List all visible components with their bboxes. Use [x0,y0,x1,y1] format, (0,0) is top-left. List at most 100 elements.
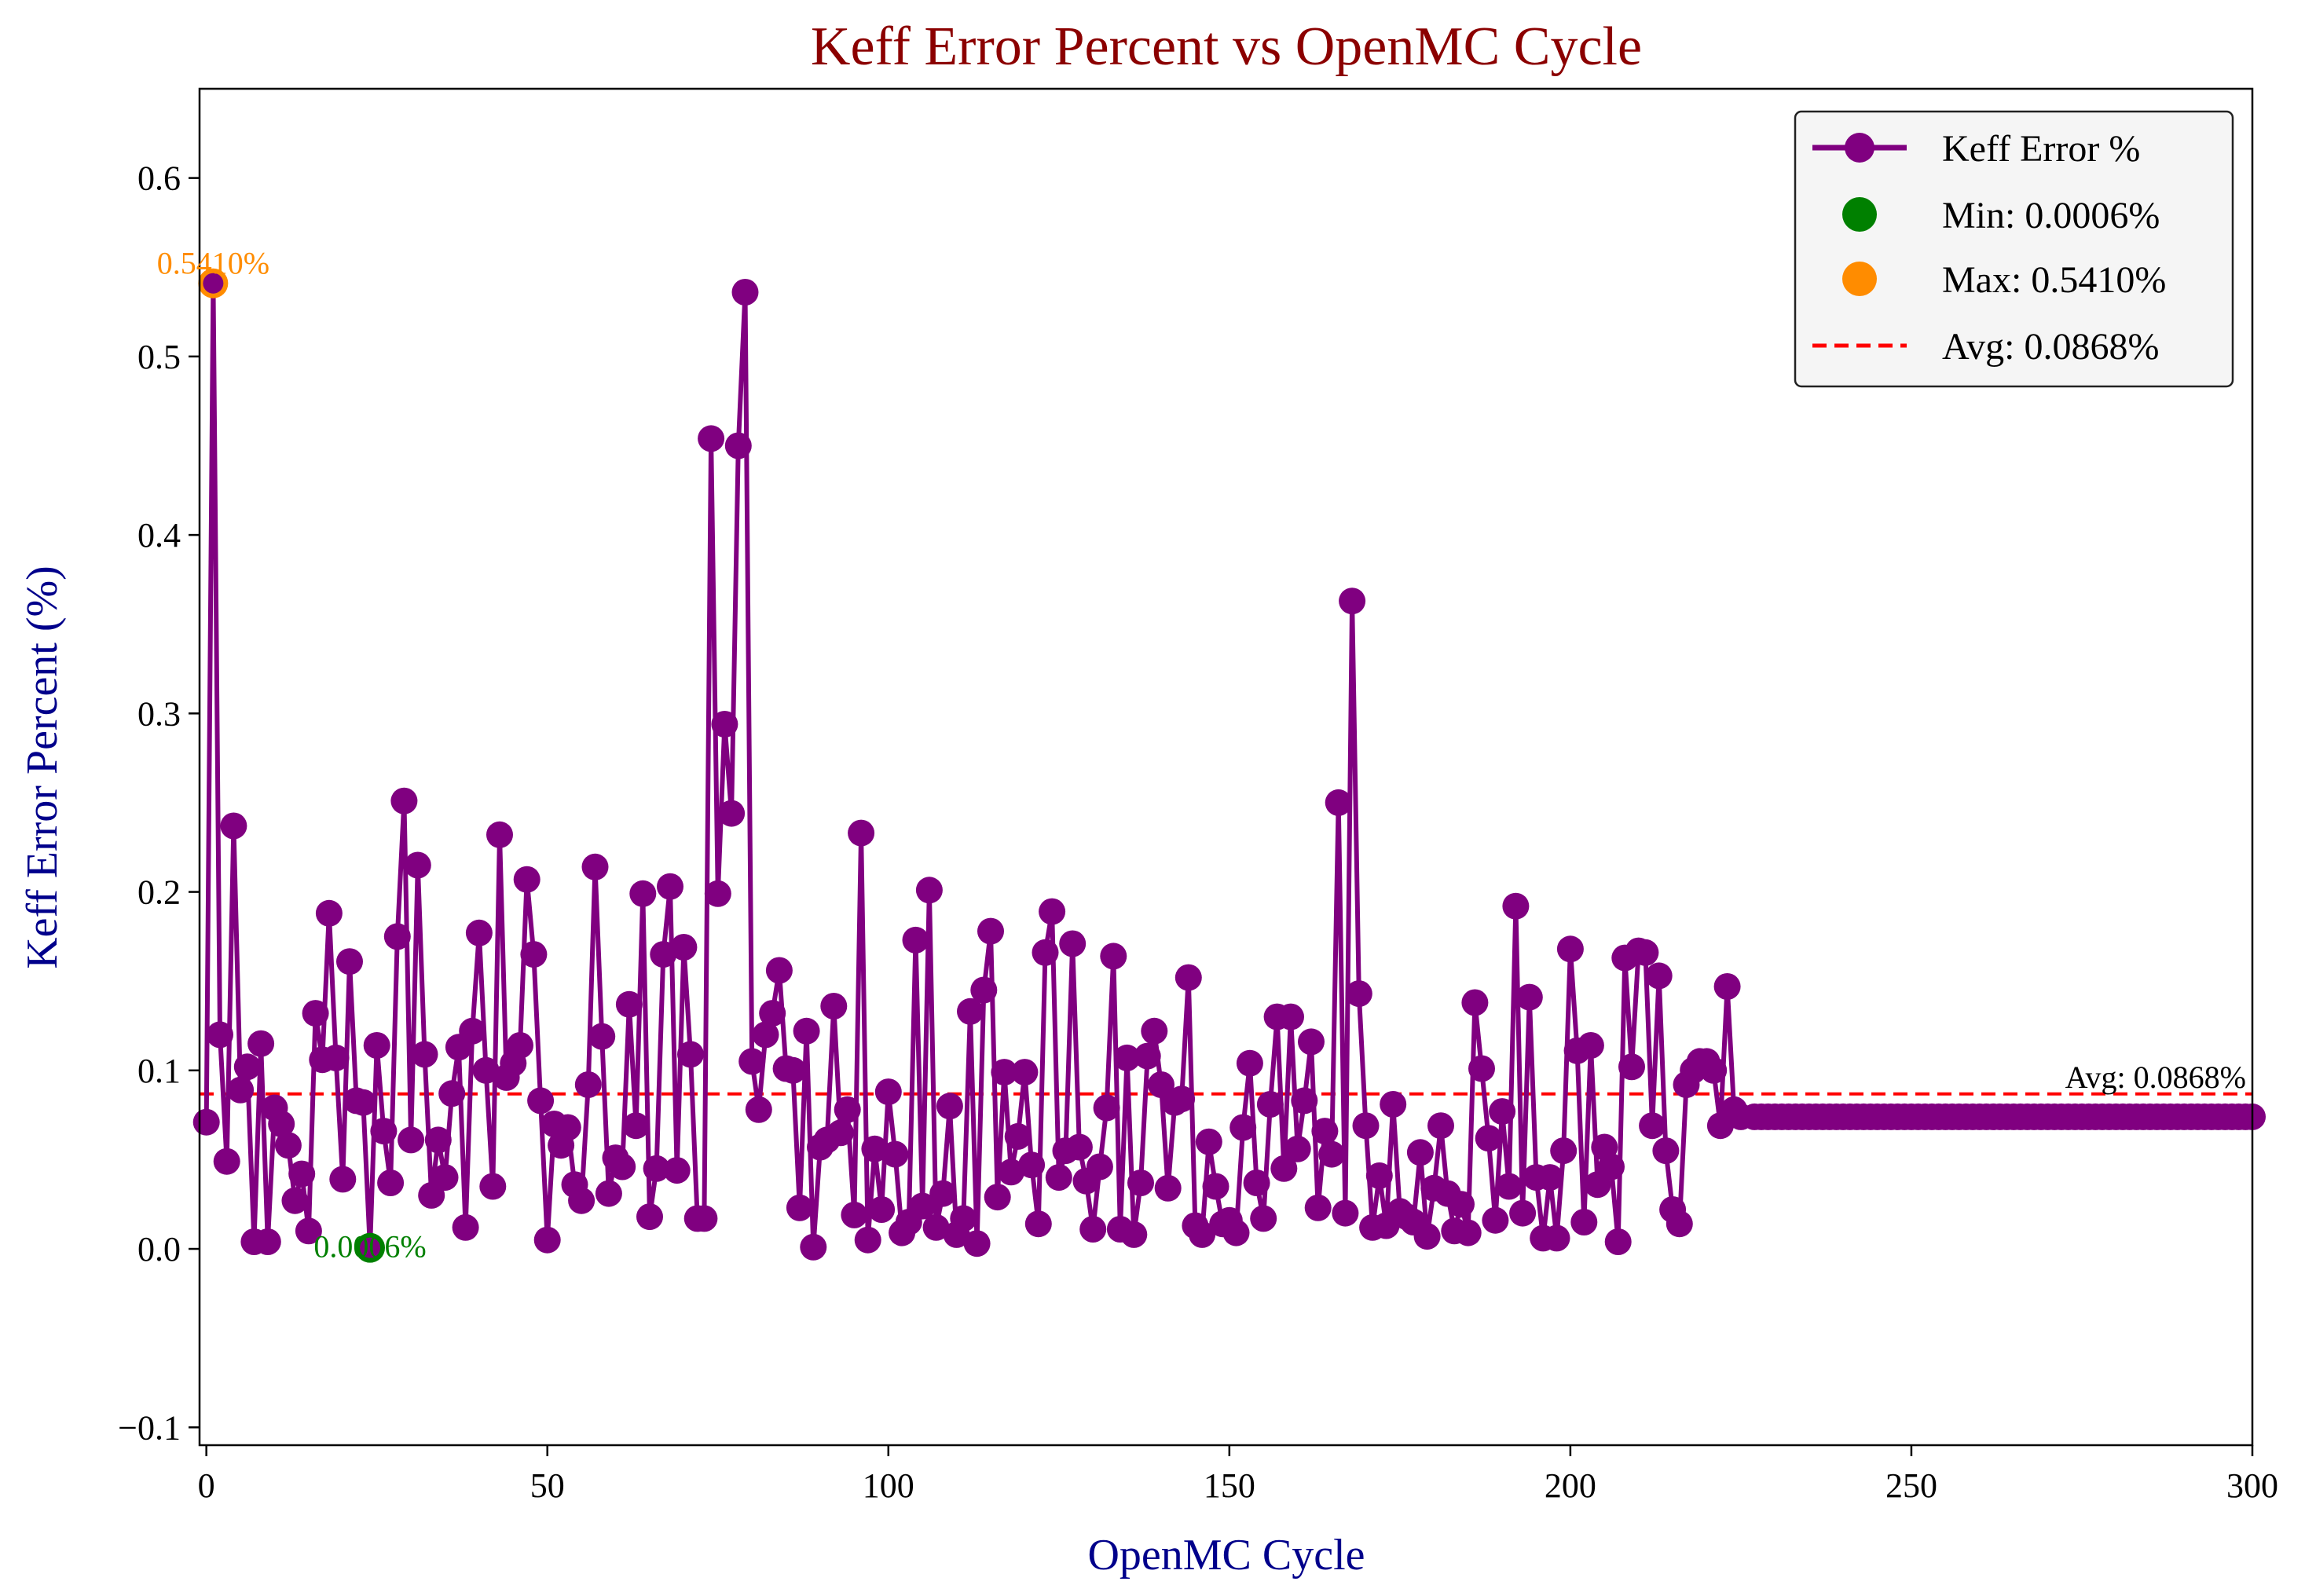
y-tick-label: 0.2 [137,873,181,912]
y-tick-label: 0.6 [137,159,181,198]
data-point [486,821,513,848]
data-point [1100,943,1127,970]
data-point [1475,1125,1502,1152]
data-point [1495,1173,1523,1200]
x-tick-label: 0 [198,1466,215,1505]
data-point [431,1164,459,1192]
data-point [663,1157,691,1184]
data-point [677,1041,704,1068]
data-point [1039,898,1066,925]
data-point [1454,1219,1482,1246]
data-point [1304,1194,1332,1221]
data-point [213,1148,240,1175]
data-point [1502,892,1530,920]
min-annotation: 0.0006% [313,1229,426,1265]
data-point [909,1192,936,1220]
y-axis: −0.1 0.0 0.1 0.2 0.3 0.4 0.5 0.6 [118,159,200,1447]
data-point [793,1017,820,1045]
data-point [268,1111,295,1137]
data-point [452,1213,479,1241]
data-point [724,432,752,459]
data-point [1250,1205,1277,1232]
x-tick-label: 300 [2226,1466,2278,1505]
data-point [350,1089,377,1116]
data-point [1079,1216,1107,1243]
data-point [1489,1098,1516,1126]
data-point [827,1119,854,1147]
data-point [711,711,738,738]
data-point [1570,1209,1598,1235]
data-point [1127,1170,1154,1196]
data-point [207,1021,233,1049]
data-point [779,1056,807,1084]
data-point [1645,962,1673,990]
data-point [315,899,343,927]
data-point [527,1087,555,1115]
plot-area [192,268,2266,1263]
data-point [615,990,643,1018]
data-point [670,934,698,961]
data-point [398,1126,425,1154]
data-point [424,1126,452,1154]
data-point [902,926,929,954]
legend: Keff Error % Min: 0.0006% Max: 0.5410% A… [1794,110,2234,388]
data-point [718,800,746,827]
data-point [950,1205,977,1232]
data-point [609,1153,636,1181]
data-point [1515,983,1543,1011]
legend-frame [1794,110,2234,388]
data-point [841,1201,868,1228]
data-point [636,1203,663,1231]
y-tick-label: 0.0 [137,1230,181,1268]
data-point [854,1226,881,1254]
data-point [568,1187,595,1214]
data-point [581,853,609,880]
data-point [520,941,548,968]
data-point [1482,1206,1509,1234]
legend-avg-label: Avg: 0.0868% [1942,326,2159,368]
avg-annotation: Avg: 0.0868% [2065,1060,2246,1095]
data-point [411,1041,438,1068]
legend-max-label: Max: 0.5410% [1942,259,2166,301]
data-point [254,1228,281,1255]
legend-max-marker [1842,262,1877,296]
data-point [991,1059,1018,1086]
data-point [650,941,677,968]
data-point [629,880,657,907]
data-point [1604,1228,1632,1255]
max-marker-core [203,273,224,294]
data-point [1509,1199,1537,1227]
data-point [1222,1219,1250,1246]
data-point [1311,1118,1339,1145]
data-point [657,873,683,900]
data-point [1598,1153,1625,1181]
data-point [513,866,541,893]
data-point [554,1114,581,1141]
data-point [220,812,247,840]
data-point [1406,1139,1434,1166]
data-point [786,1194,813,1221]
data-point [472,1056,500,1084]
data-point [698,425,725,452]
data-point [438,1080,466,1107]
data-point [738,1048,766,1075]
data-point [643,1155,670,1182]
data-point [963,1230,991,1257]
data-point [377,1170,405,1196]
data-point [370,1118,398,1145]
x-tick-label: 250 [1885,1466,1937,1505]
data-point [868,1196,896,1223]
data-point [929,1180,957,1207]
data-point [1270,1155,1298,1182]
data-point [1277,1003,1304,1030]
data-point [704,880,731,907]
data-point [1141,1017,1168,1045]
data-point [1093,1094,1120,1122]
data-point [1195,1128,1222,1155]
data-point [1365,1162,1393,1189]
data-point [881,1140,909,1168]
data-point [1298,1028,1325,1056]
y-tick-label: 0.5 [137,338,181,376]
data-point [834,1096,861,1123]
